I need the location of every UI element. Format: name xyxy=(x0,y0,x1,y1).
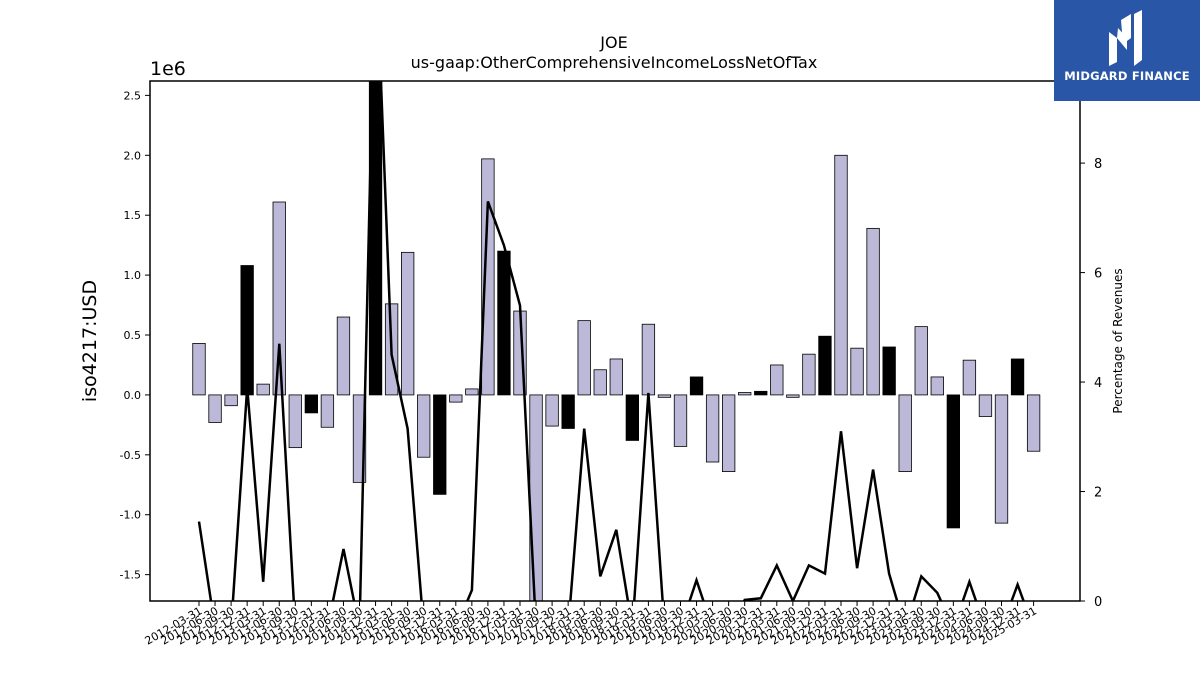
bar-2019-06-30 xyxy=(657,394,672,398)
bar-2016-06-30 xyxy=(465,388,479,396)
bar-2012-09-30 xyxy=(224,394,238,407)
bar-2020-03-31 xyxy=(705,394,720,463)
y-tick-label: 2.0 xyxy=(124,149,142,162)
brand-name: MIDGARD FINANCE xyxy=(1064,69,1190,83)
bar-2017-12-31 xyxy=(561,394,575,429)
bar-2013-06-30 xyxy=(272,201,286,396)
y-right-tick-label: 0 xyxy=(1094,595,1102,610)
chart-subtitle: us-gaap:OtherComprehensiveIncomeLossNetO… xyxy=(411,53,818,72)
midgard-m-icon xyxy=(1109,10,1142,66)
bar-2020-12-31 xyxy=(754,390,768,396)
y-right-tick-label: 2 xyxy=(1094,486,1102,501)
y-tick-label: 2.5 xyxy=(124,89,142,102)
bar-2021-12-31 xyxy=(818,335,832,396)
chart-title: JOE xyxy=(599,33,627,52)
bar-2024-03-31 xyxy=(962,359,977,396)
bar-2016-09-30 xyxy=(481,158,495,396)
bar-2020-09-30 xyxy=(738,392,752,396)
y-tick-label: 1.0 xyxy=(124,269,142,282)
bar-2015-12-31 xyxy=(433,394,447,495)
bar-2023-03-31 xyxy=(898,394,912,472)
brand-logo: MIDGARD FINANCE xyxy=(1054,0,1200,101)
bar-2021-03-31 xyxy=(770,364,784,396)
bar-series xyxy=(192,81,1041,601)
bar-2012-03-31 xyxy=(192,342,206,396)
bar-2018-09-30 xyxy=(609,358,623,396)
bar-2015-06-30 xyxy=(400,251,415,396)
y-tick-label: -1.5 xyxy=(120,569,141,582)
y-tick-label: -1.0 xyxy=(120,509,141,522)
bar-2022-12-31 xyxy=(882,346,896,396)
bar-2013-09-30 xyxy=(288,394,302,449)
bar-2014-06-30 xyxy=(336,316,351,396)
percentage-line xyxy=(197,81,1025,601)
bar-2024-09-30 xyxy=(994,394,1009,524)
bar-2017-09-30 xyxy=(545,394,559,427)
y-axis-left: -1.5 -1.0 -0.5 0.0 0.5 1.0 1.5 2.0 2.5 xyxy=(120,89,150,582)
bar-2024-06-30 xyxy=(978,394,993,417)
bar-2013-12-31 xyxy=(304,394,319,414)
bar-2021-06-30 xyxy=(786,394,800,398)
bar-2022-09-30 xyxy=(866,227,880,396)
bar-2023-09-30 xyxy=(930,376,944,396)
bar-2015-09-30 xyxy=(417,394,431,458)
bar-2018-06-30 xyxy=(593,369,607,396)
bar-2017-06-30 xyxy=(529,394,543,601)
bar-2016-12-31 xyxy=(497,250,511,396)
x-axis: 2012-03-312012-06-302012-09-302012-12-31… xyxy=(143,601,1039,648)
bar-2013-03-31 xyxy=(256,383,270,396)
bar-2019-09-30 xyxy=(673,394,688,447)
bar-2025-03-31 xyxy=(1026,394,1041,452)
bar-2014-03-31 xyxy=(320,394,335,428)
bar-2019-12-31 xyxy=(689,376,704,396)
bar-2024-12-31 xyxy=(1010,358,1025,396)
bar-2020-06-30 xyxy=(722,394,736,472)
bar-2023-06-30 xyxy=(914,326,928,396)
y-right-tick-label: 6 xyxy=(1094,267,1102,282)
bar-2012-06-30 xyxy=(208,394,222,423)
bar-2018-03-31 xyxy=(577,320,591,396)
y-scale-label: 1e6 xyxy=(150,58,186,80)
y-tick-label: 0.0 xyxy=(124,389,142,402)
y-axis-right-label: Percentage of Revenues xyxy=(1111,268,1125,413)
bar-2021-09-30 xyxy=(802,353,816,396)
bar-2014-12-31 xyxy=(368,81,383,396)
bar-2022-03-31 xyxy=(834,154,848,396)
bar-2019-03-31 xyxy=(641,323,656,396)
y-tick-label: 1.5 xyxy=(124,209,142,222)
bar-2023-12-31 xyxy=(946,394,960,529)
y-right-tick-label: 8 xyxy=(1094,157,1102,172)
y-axis-label: iso4217:USD xyxy=(79,280,101,402)
y-tick-label: -0.5 xyxy=(120,449,141,462)
y-right-tick-label: 4 xyxy=(1094,376,1102,391)
bar-2018-12-31 xyxy=(625,394,639,441)
bar-2012-12-31 xyxy=(240,265,254,396)
bar-2022-06-30 xyxy=(850,347,864,396)
y-axis-right: 0 2 4 6 8 xyxy=(1080,157,1102,610)
bar-2016-03-31 xyxy=(449,394,463,403)
y-tick-label: 0.5 xyxy=(124,329,142,342)
plot-frame xyxy=(149,80,1081,602)
